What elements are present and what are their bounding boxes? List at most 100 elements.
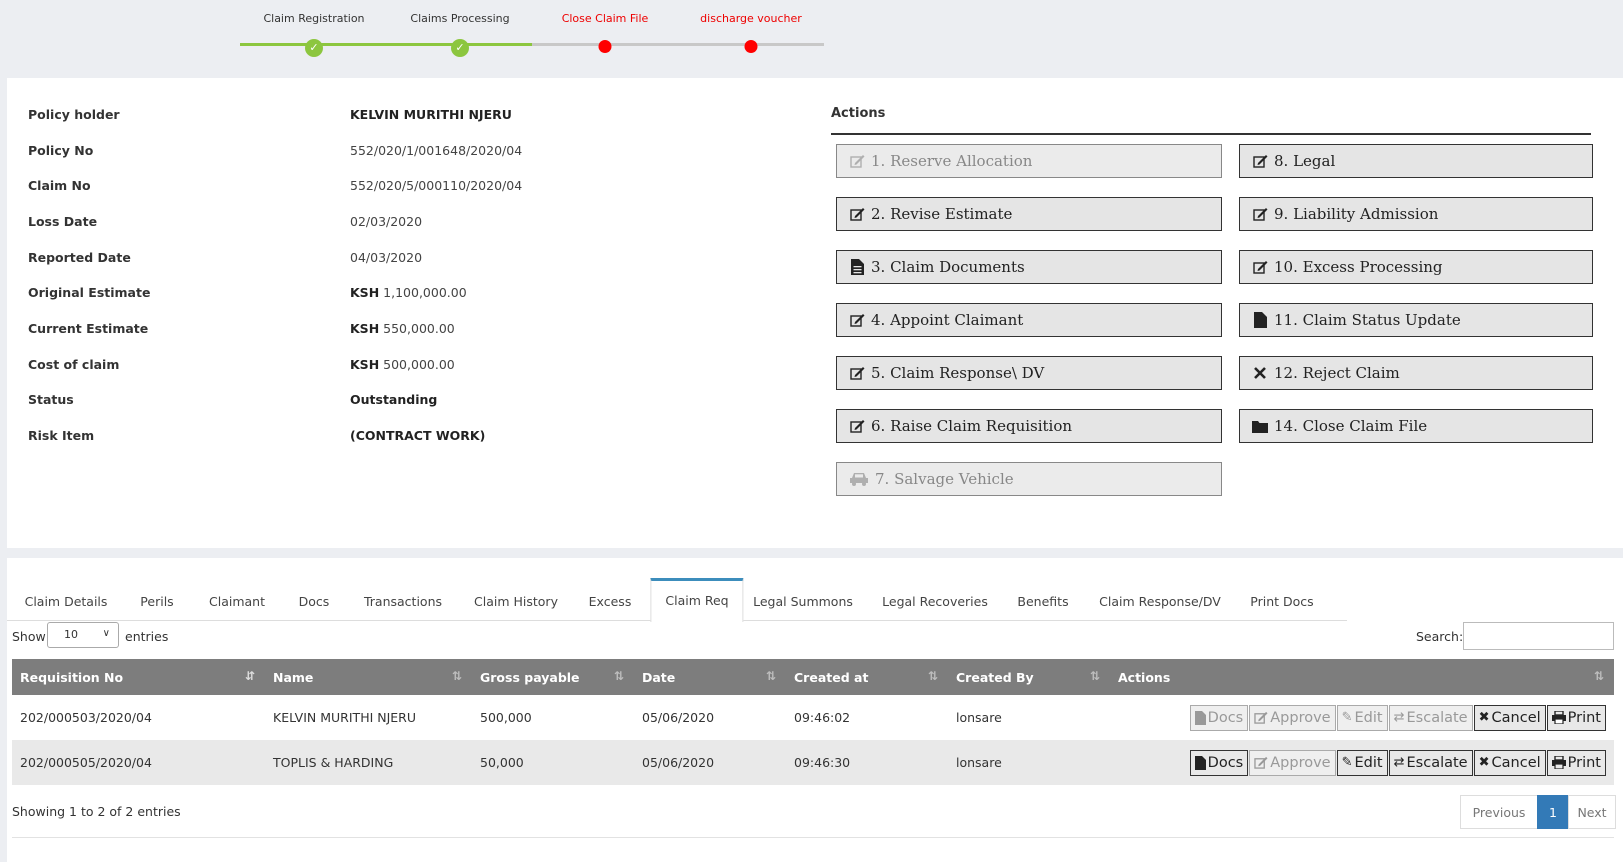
table-header-row: Requisition No ⇵ Name ⇅ Gross payable ⇅ Dat… — [12, 659, 1614, 695]
status-value: Outstanding — [350, 392, 438, 407]
cancel-button[interactable]: ✖ Cancel — [1473, 704, 1546, 731]
sort-icon: ⇅ — [765, 669, 776, 683]
file-icon — [1194, 755, 1206, 770]
pending-dot-icon — [598, 40, 612, 53]
column-header-label: Gross payable — [480, 669, 580, 685]
amount: 500,000.00 — [383, 357, 455, 372]
liability-admission-button[interactable]: 9. Liability Admission — [1239, 197, 1593, 231]
print-button[interactable]: Print — [1546, 704, 1606, 731]
search-label: Search: — [1416, 629, 1464, 644]
table-row: 202/000503/2020/04 KELVIN MURITHI NJERU … — [12, 695, 1614, 740]
cell-name: TOPLIS & HARDING — [265, 740, 472, 785]
stepper-track-done — [240, 43, 532, 46]
button-label: Approve — [1270, 754, 1331, 771]
escalate-button[interactable]: ⇄ Escalate — [1388, 749, 1473, 776]
tab-docs[interactable]: Docs — [298, 594, 330, 609]
raise-claim-requisition-button[interactable]: 6. Raise Claim Requisition — [836, 409, 1222, 443]
requisitions-table: Requisition No ⇵ Name ⇅ Gross payable ⇅ Dat… — [12, 659, 1614, 785]
entries-select[interactable]: 10 ∨ — [47, 622, 119, 648]
reject-claim-button[interactable]: 12. Reject Claim — [1239, 356, 1593, 390]
button-label: 7. Salvage Vehicle — [875, 470, 1014, 488]
claim-status-update-button[interactable]: 11. Claim Status Update — [1239, 303, 1593, 337]
info-value: 04/03/2020 — [350, 250, 423, 265]
button-label: 11. Claim Status Update — [1274, 311, 1461, 329]
sort-icon: ⇵ — [244, 669, 255, 683]
approve-button[interactable]: Approve — [1249, 704, 1336, 731]
edit-button[interactable]: ✎ Edit — [1336, 704, 1388, 731]
search-input[interactable] — [1463, 622, 1614, 650]
column-header-actions[interactable]: Actions ⇅ — [1110, 659, 1614, 695]
revise-estimate-button[interactable]: 2. Revise Estimate — [836, 197, 1222, 231]
currency-label: KSH — [350, 321, 380, 336]
button-label: 9. Liability Admission — [1274, 205, 1439, 223]
button-label: 5. Claim Response\ DV — [871, 364, 1045, 382]
button-label: Cancel — [1491, 709, 1541, 726]
info-value: (CONTRACT WORK) — [350, 428, 486, 443]
page-1-button[interactable]: 1 — [1537, 795, 1569, 829]
tab-claim-req[interactable]: Claim Req — [650, 578, 744, 622]
edit-button[interactable]: ✎ Edit — [1336, 749, 1388, 776]
tab-transactions[interactable]: Transactions — [363, 594, 443, 609]
claim-documents-button[interactable]: 3. Claim Documents — [836, 250, 1222, 284]
table-row: 202/000505/2020/04 TOPLIS & HARDING 50,0… — [12, 740, 1614, 785]
footer-divider — [12, 837, 1614, 838]
pencil-icon: ✎ — [1341, 710, 1353, 725]
cancel-button[interactable]: ✖ Cancel — [1473, 749, 1546, 776]
tab-print-docs[interactable]: Print Docs — [1250, 594, 1314, 609]
legal-button[interactable]: 8. Legal — [1239, 144, 1593, 178]
docs-button[interactable]: Docs — [1189, 749, 1249, 776]
column-header-label: Created By — [956, 669, 1034, 685]
tab-claim-history[interactable]: Claim History — [474, 594, 558, 609]
next-page-button[interactable]: Next — [1568, 795, 1616, 829]
cell-date: 05/06/2020 — [634, 695, 786, 740]
document-icon — [849, 259, 865, 275]
sort-icon: ⇅ — [927, 669, 938, 683]
column-header-gross-payable[interactable]: Gross payable ⇅ — [472, 659, 634, 695]
button-label: 4. Appoint Claimant — [871, 311, 1024, 329]
reserve-allocation-button[interactable]: 1. Reserve Allocation — [836, 144, 1222, 178]
tab-benefits[interactable]: Benefits — [1017, 594, 1069, 609]
button-label: Escalate — [1406, 754, 1468, 771]
button-label: Docs — [1207, 754, 1244, 771]
exchange-icon: ⇄ — [1393, 755, 1405, 770]
previous-page-button[interactable]: Previous — [1460, 795, 1538, 829]
cell-created-by: lonsare — [948, 740, 1110, 785]
column-header-created-by[interactable]: Created By ⇅ — [948, 659, 1110, 695]
column-header-name[interactable]: Name ⇅ — [265, 659, 472, 695]
close-claim-file-button[interactable]: 14. Close Claim File — [1239, 409, 1593, 443]
column-header-date[interactable]: Date ⇅ — [634, 659, 786, 695]
approve-button[interactable]: Approve — [1249, 749, 1336, 776]
edit-icon — [1254, 756, 1268, 769]
claim-response-dv-button[interactable]: 5. Claim Response\ DV — [836, 356, 1222, 390]
tab-claim-details[interactable]: Claim Details — [24, 594, 108, 609]
tab-legal-recoveries[interactable]: Legal Recoveries — [882, 594, 988, 609]
car-icon — [849, 471, 869, 487]
excess-processing-button[interactable]: 10. Excess Processing — [1239, 250, 1593, 284]
tab-claim-response-dv[interactable]: Claim Response/DV — [1099, 594, 1221, 609]
button-label: Print — [1567, 709, 1601, 726]
entries-value: 10 — [64, 628, 78, 641]
button-label: Edit — [1354, 754, 1383, 771]
edit-icon — [849, 206, 865, 222]
progress-stepper: Claim Registration Claims Processing Clo… — [0, 0, 1623, 78]
salvage-vehicle-button[interactable]: 7. Salvage Vehicle — [836, 462, 1222, 496]
column-header-label: Date — [642, 669, 676, 685]
column-header-created-at[interactable]: Created at ⇅ — [786, 659, 948, 695]
tab-perils[interactable]: Perils — [140, 594, 174, 609]
cell-requisition-no: 202/000503/2020/04 — [12, 695, 265, 740]
tab-legal-summons[interactable]: Legal Summons — [753, 594, 853, 609]
pending-dot-icon — [744, 40, 758, 53]
tab-excess[interactable]: Excess — [588, 594, 632, 609]
column-header-requisition-no[interactable]: Requisition No ⇵ — [12, 659, 265, 695]
close-icon — [1252, 365, 1268, 381]
button-label: 2. Revise Estimate — [871, 205, 1013, 223]
info-value: KELVIN MURITHI NJERU — [350, 107, 512, 122]
button-label: Cancel — [1491, 754, 1541, 771]
actions-divider — [831, 133, 1591, 135]
close-icon: ✖ — [1478, 755, 1490, 770]
print-button[interactable]: Print — [1546, 749, 1606, 776]
tab-claimant[interactable]: Claimant — [209, 594, 265, 609]
docs-button[interactable]: Docs — [1189, 704, 1249, 731]
appoint-claimant-button[interactable]: 4. Appoint Claimant — [836, 303, 1222, 337]
escalate-button[interactable]: ⇄ Escalate — [1388, 704, 1473, 731]
